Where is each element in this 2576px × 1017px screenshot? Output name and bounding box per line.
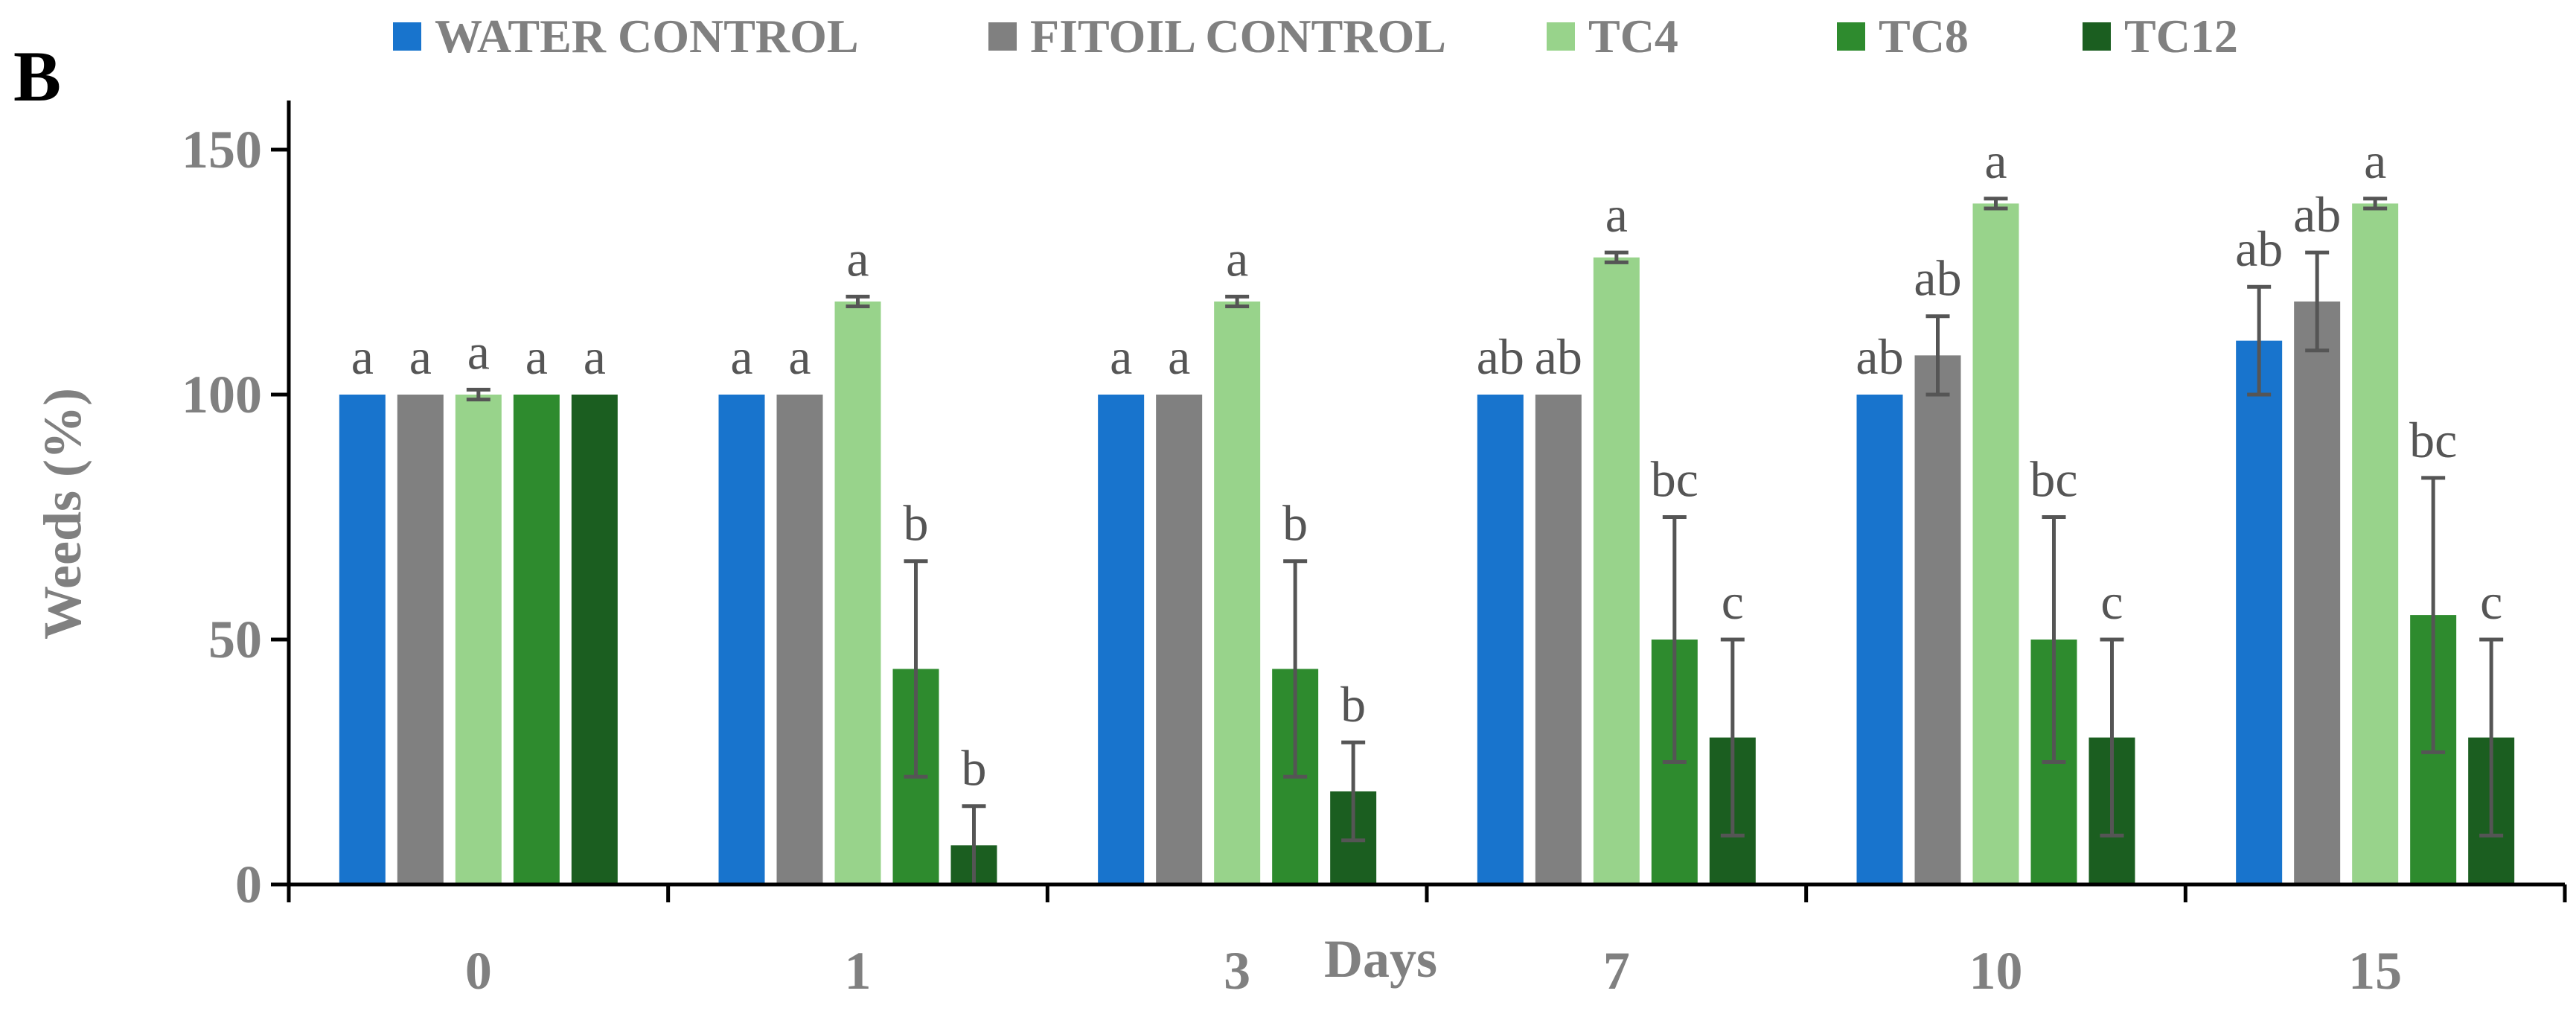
bar [1914,355,1961,884]
x-tick-label: 3 [1224,941,1250,1001]
y-axis-title: Weeds (%) [33,388,92,640]
legend-label: WATER CONTROL [435,10,859,63]
panel-label: B [13,36,61,116]
y-tick-label: 0 [235,855,262,914]
significance-letter: bc [2030,451,2077,508]
significance-letter: bc [1651,451,1698,508]
bar [513,395,560,884]
x-axis-title: Days [1324,929,1437,989]
significance-letter: a [846,230,869,287]
x-tick-label: 10 [1969,941,2023,1001]
y-tick-label: 50 [208,610,262,669]
bar [2352,203,2399,884]
y-tick-label: 100 [182,365,262,424]
bar [397,395,444,884]
significance-letter: ab [1856,328,1903,385]
significance-letter: a [467,323,490,380]
bar [718,395,765,884]
bar [1856,395,1903,884]
significance-letter: ab [1914,250,1961,307]
significance-letter: b [904,495,929,552]
significance-letter: ab [1535,328,1582,385]
significance-letter: c [2480,573,2502,630]
significance-letter: a [1110,328,1132,385]
bar [834,301,881,885]
significance-letter: a [1605,186,1628,243]
x-tick-label: 7 [1603,941,1630,1001]
bar [1156,395,1203,884]
legend: WATER CONTROL FITOIL CONTROL TC4 TC8 TC12 [393,10,2238,63]
significance-letter: ab [2293,186,2341,243]
significance-letter: ab [2235,220,2283,277]
legend-swatch [393,22,421,51]
legend-swatch [1837,22,1865,51]
significance-letter: a [525,328,548,385]
significance-letter: a [1168,328,1190,385]
significance-letter: b [1340,676,1366,733]
significance-letter: ab [1477,328,1524,385]
legend-swatch [988,22,1017,51]
x-tick-label: 0 [465,941,492,1001]
significance-letter: b [962,740,987,797]
y-axis: 0 50 100 150 [182,101,291,914]
bar [571,395,618,884]
bar [1972,203,2019,884]
x-tick-label: 15 [2348,941,2402,1001]
legend-label: TC12 [2124,10,2238,63]
legend-swatch [2083,22,2111,51]
legend-label: TC4 [1588,10,1678,63]
legend-label: TC8 [1879,10,1969,63]
significance-letter: c [1722,573,1744,630]
y-tick-label: 150 [182,120,262,179]
significance-letter: c [2100,573,2123,630]
significance-letter: a [2364,133,2386,189]
legend-swatch [1547,22,1575,51]
bar [339,395,386,884]
bar [1214,301,1261,885]
bar [455,395,502,884]
significance-letter: bc [2409,412,2457,468]
significance-letter: a [1984,133,2007,189]
significance-letter: a [730,328,752,385]
bar [2236,340,2283,884]
bar [776,395,823,884]
legend-label: FITOIL CONTROL [1030,10,1446,63]
bar [2294,301,2341,885]
significance-letter: a [584,328,606,385]
significance-letter: a [1226,230,1248,287]
significance-letter: a [351,328,374,385]
x-axis: 0 1 3 7 10 15 [287,882,2567,1001]
x-tick-label: 1 [845,941,872,1001]
bar [1098,395,1145,884]
significance-letter: a [788,328,811,385]
bar [1593,257,1640,884]
bar [1535,395,1582,884]
significance-letter: a [409,328,432,385]
significance-letter: b [1282,495,1308,552]
bar [1477,395,1524,884]
